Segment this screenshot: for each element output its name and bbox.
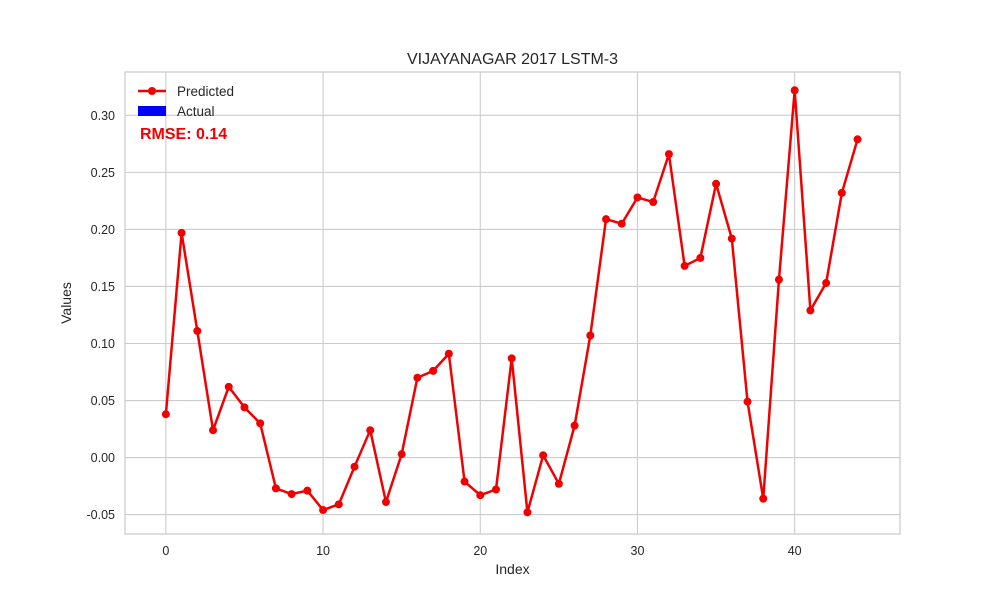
predicted-point [444,349,453,358]
chart-title: VIJAYANAGAR 2017 LSTM-3 [407,51,618,68]
legend: Predicted Actual [138,84,234,119]
x-tick-label: 0 [162,544,169,558]
predicted-point [774,275,783,284]
predicted-point [602,215,611,224]
predicted-point [209,426,218,435]
predicted-point [460,477,469,486]
y-tick-label: 0.00 [91,451,115,465]
series-layer [161,86,862,517]
grid [125,72,900,534]
predicted-point [350,462,359,471]
x-tick-label: 10 [316,544,330,558]
predicted-point [539,451,548,460]
x-tick-label: 30 [631,544,645,558]
predicted-point [743,397,752,406]
predicted-point [822,279,831,288]
x-tick-label: 40 [788,544,802,558]
predicted-point [271,484,280,493]
predicted-point [712,179,721,188]
predicted-point [727,234,736,243]
plot-frame [124,71,901,535]
y-tick-label: 0.10 [91,337,115,351]
predicted-point [696,253,705,262]
predicted-point [177,228,186,237]
predicted-point [224,382,233,391]
predicted-point [664,150,673,159]
legend-actual-swatch [138,106,166,116]
predicted-point [491,485,500,494]
y-tick-label: 0.05 [91,394,115,408]
predicted-point [381,498,390,507]
predicted-point [240,403,249,412]
rmse-annotation: RMSE: 0.14 [140,126,227,143]
predicted-point [837,188,846,197]
predicted-point [806,306,815,315]
x-tick-label: 20 [473,544,487,558]
predicted-point [554,479,563,488]
y-tick-label: 0.30 [91,109,115,123]
tick-labels: 0 10 20 30 40 -0.05 0.00 0.05 0.10 0.15 0.20 0.25 0.… [87,109,802,558]
legend-predicted-marker [148,87,156,95]
predicted-point [287,490,296,499]
y-tick-label: 0.25 [91,166,115,180]
predicted-point [570,421,579,430]
predicted-point [366,426,375,435]
predicted-point [476,491,485,500]
predicted-point [523,508,532,517]
legend-predicted-label: Predicted [177,84,234,99]
x-axis-label: Index [495,561,529,577]
predicted-point [161,410,170,419]
predicted-point [193,326,202,335]
predicted-point [256,419,265,428]
predicted-point [319,506,328,515]
predicted-point [413,373,422,382]
y-axis-label: Values [58,282,74,324]
predicted-point [790,86,799,95]
y-tick-label: 0.20 [91,223,115,237]
plot-background [125,72,900,534]
predicted-point [334,500,343,509]
predicted-point [303,486,312,495]
predicted-point [649,198,658,207]
predicted-point [429,366,438,375]
predicted-point [397,450,406,459]
predicted-point [586,331,595,340]
predicted-point [759,494,768,503]
predicted-point [507,354,516,363]
y-tick-label: -0.05 [87,508,116,522]
predicted-point [853,135,862,144]
predicted-point [617,219,626,228]
predicted-point [633,193,642,202]
y-tick-label: 0.15 [91,280,115,294]
legend-actual-label: Actual [177,104,215,119]
predicted-point [680,261,689,270]
